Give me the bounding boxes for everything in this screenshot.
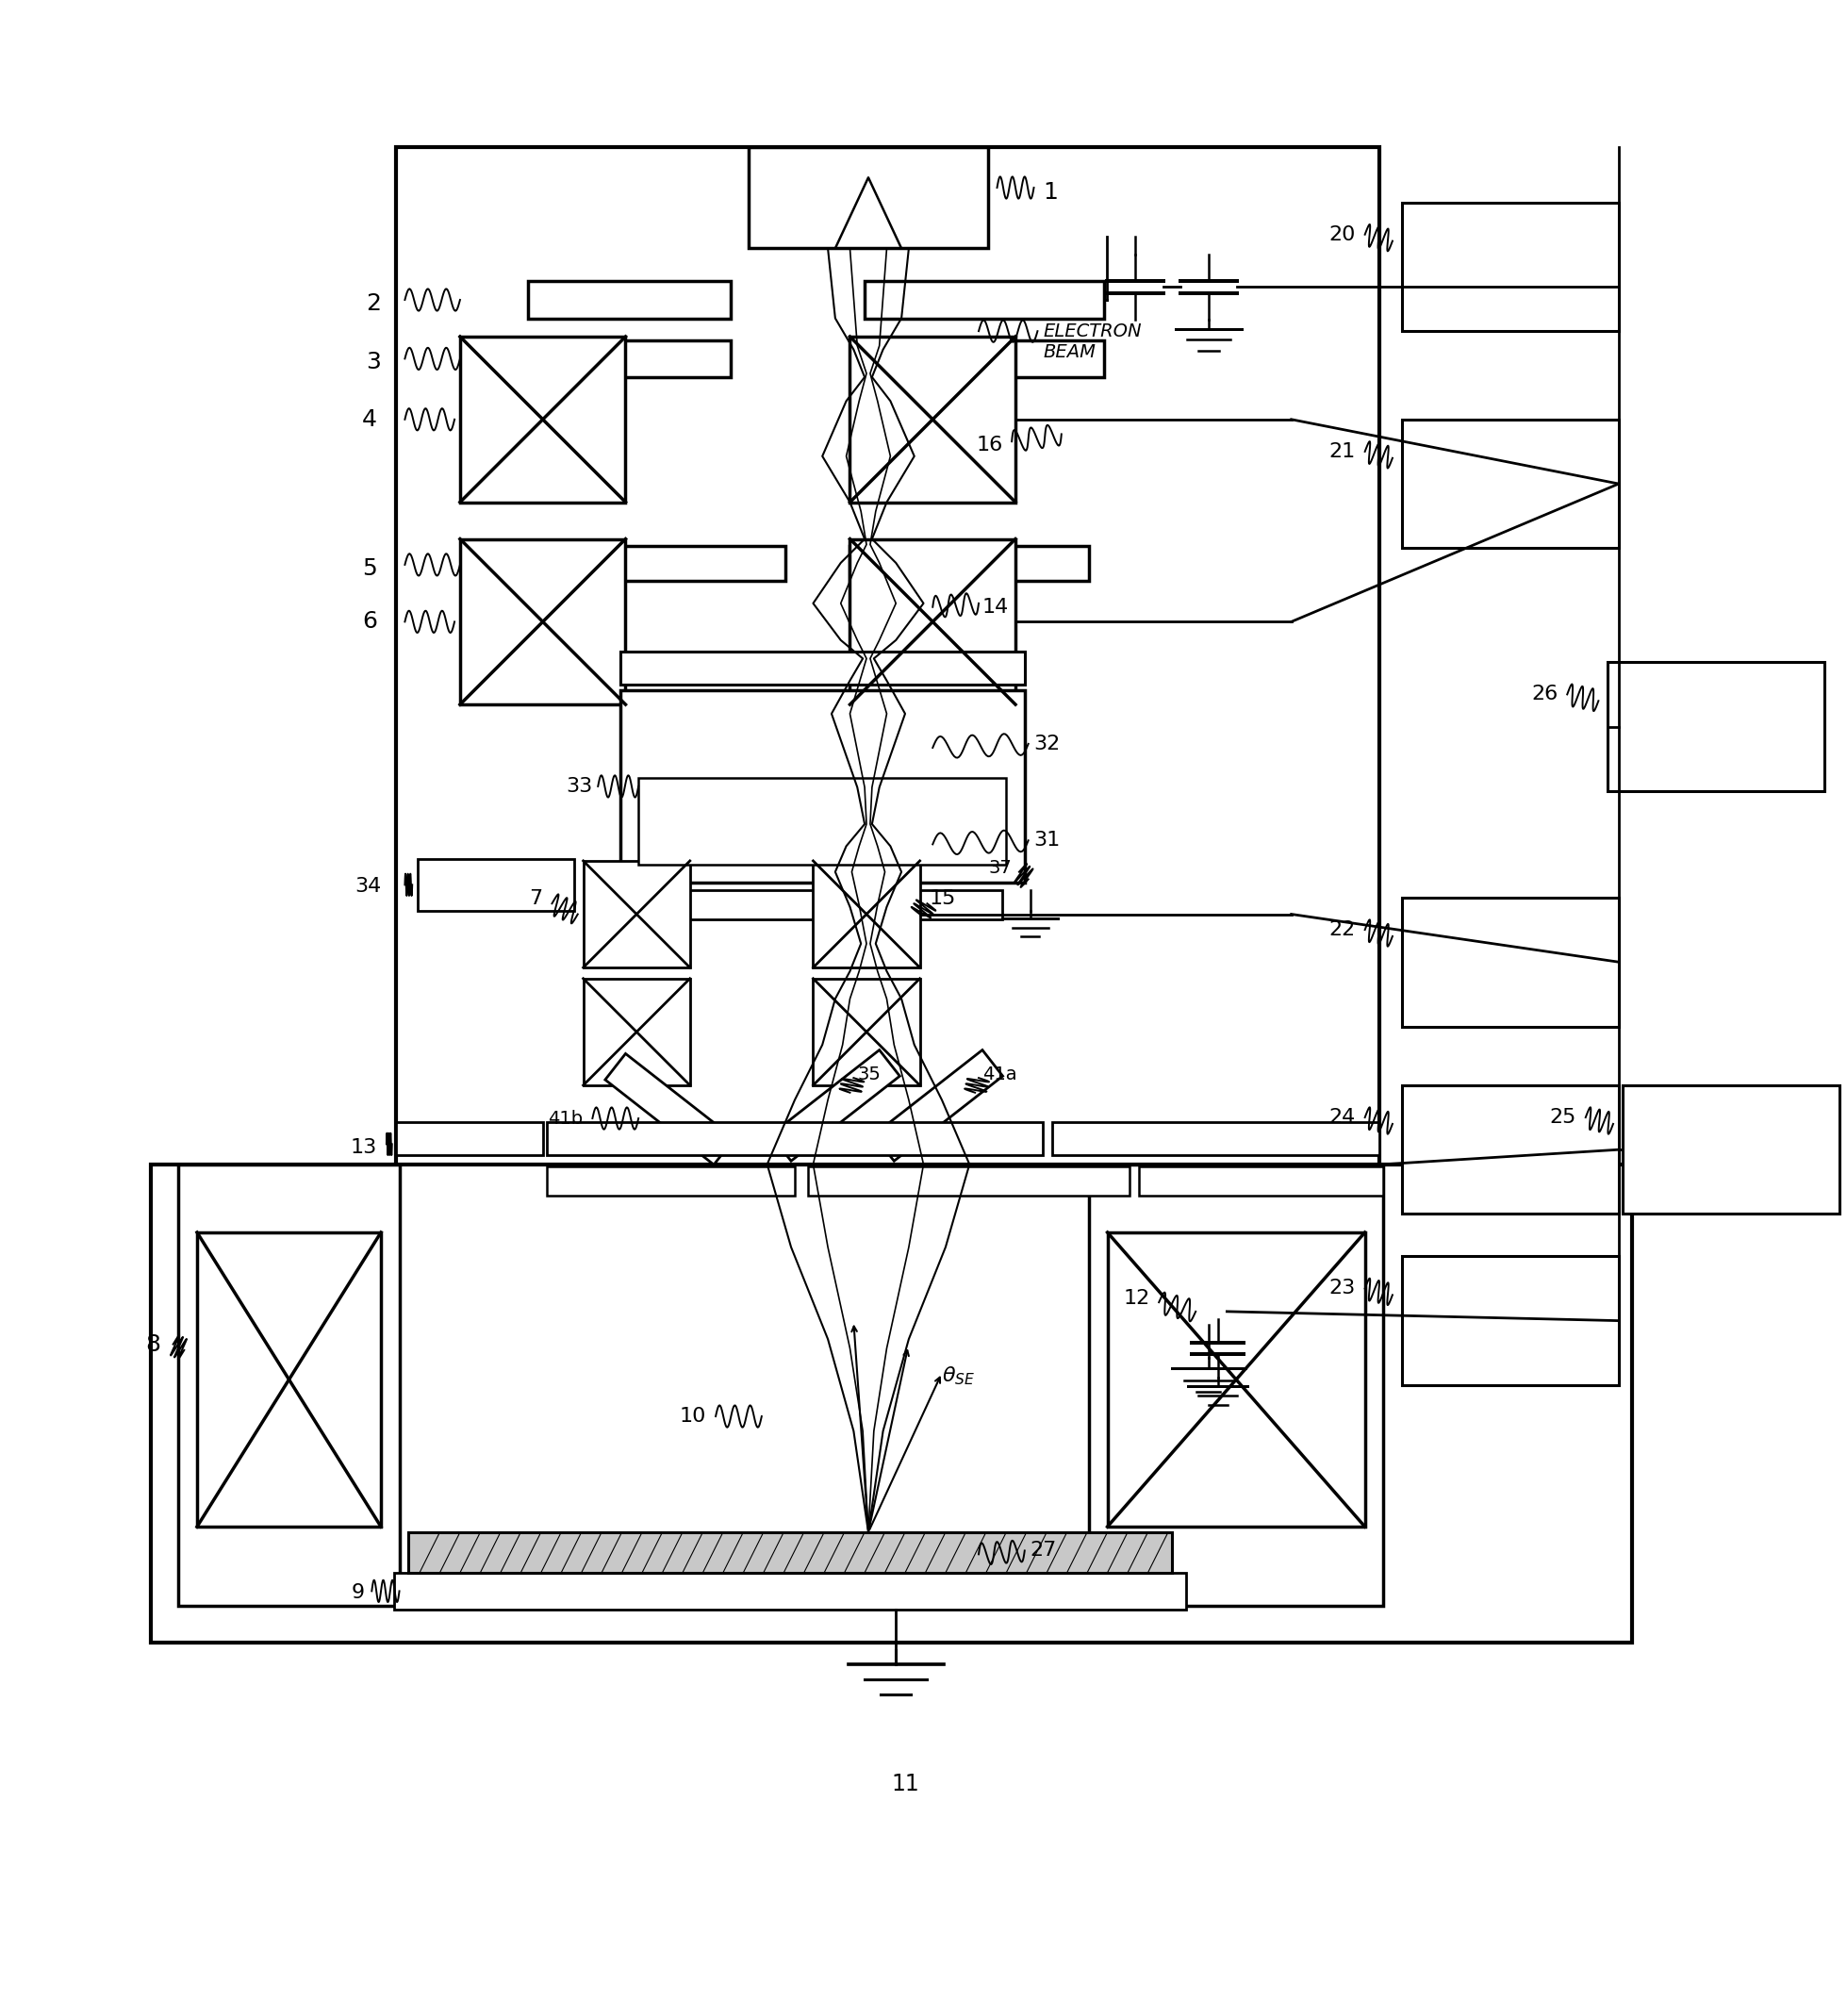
Text: 34: 34 (355, 877, 380, 895)
Bar (528, 341, 730, 377)
Bar (395, 1123, 543, 1155)
Text: 9: 9 (351, 1583, 364, 1603)
Bar (1622, 1085, 1840, 1214)
Bar (528, 282, 730, 319)
Text: 31: 31 (1034, 831, 1060, 851)
Bar (621, 651, 1025, 683)
Text: 15: 15 (929, 889, 955, 907)
Polygon shape (874, 1050, 1003, 1161)
Text: ELECTRON
BEAM: ELECTRON BEAM (1044, 323, 1141, 361)
Text: 23: 23 (1330, 1278, 1356, 1298)
Polygon shape (770, 1050, 899, 1161)
Text: 13: 13 (351, 1139, 377, 1157)
Text: 7: 7 (530, 889, 543, 907)
Text: 37: 37 (988, 859, 1012, 877)
Bar (1402, 202, 1618, 331)
Text: 22: 22 (1330, 921, 1356, 939)
Bar (584, 978, 691, 1085)
Text: 16: 16 (975, 435, 1003, 454)
Bar (813, 978, 920, 1085)
Bar (643, 891, 1003, 919)
Text: 41b: 41b (549, 1109, 584, 1127)
Bar (198, 1232, 380, 1526)
Polygon shape (606, 1054, 735, 1165)
Bar (1053, 1123, 1380, 1155)
Text: 8: 8 (146, 1333, 161, 1355)
Bar (850, 546, 1090, 581)
Text: 10: 10 (680, 1407, 707, 1425)
Text: 33: 33 (565, 776, 593, 796)
Bar (1607, 661, 1825, 790)
Bar (408, 1532, 1171, 1572)
Bar (850, 538, 1016, 704)
Bar (584, 861, 691, 968)
Bar (179, 1165, 399, 1607)
Text: 24: 24 (1330, 1109, 1356, 1127)
Text: 20: 20 (1330, 226, 1356, 244)
Bar (813, 861, 920, 968)
Text: 25: 25 (1550, 1109, 1575, 1127)
Bar (1402, 419, 1618, 548)
Bar (460, 337, 626, 502)
Text: 41a: 41a (983, 1064, 1018, 1083)
Text: 27: 27 (1031, 1540, 1056, 1560)
Text: $\theta_{SE}$: $\theta_{SE}$ (942, 1365, 975, 1387)
Text: 21: 21 (1330, 442, 1356, 462)
Bar (1402, 1256, 1618, 1385)
Text: 14: 14 (983, 597, 1008, 617)
Bar (393, 1572, 1186, 1609)
Text: 26: 26 (1531, 685, 1559, 704)
Bar (807, 1165, 1130, 1195)
Text: 6: 6 (362, 611, 377, 633)
Bar (639, 778, 1007, 865)
Bar (1140, 1165, 1383, 1195)
Bar (547, 1165, 794, 1195)
Bar (621, 689, 1025, 883)
Bar (864, 341, 1105, 377)
Bar (482, 546, 785, 581)
Bar (1402, 1085, 1618, 1214)
Text: 4: 4 (362, 407, 377, 431)
Text: 12: 12 (1123, 1288, 1149, 1308)
Text: 3: 3 (366, 351, 380, 373)
Text: 35: 35 (857, 1064, 881, 1083)
Text: 1: 1 (1044, 181, 1058, 204)
Bar (1108, 1232, 1365, 1526)
Bar (748, 147, 988, 248)
Text: 5: 5 (362, 556, 377, 581)
Bar (460, 538, 626, 704)
Bar (1402, 897, 1618, 1026)
Bar (1090, 1165, 1383, 1607)
Text: 32: 32 (1034, 734, 1060, 754)
Bar (864, 282, 1105, 319)
Bar (547, 1123, 1044, 1155)
Bar (395, 147, 1380, 1248)
Bar (151, 1165, 1631, 1643)
Bar (417, 859, 574, 911)
Text: 2: 2 (366, 292, 380, 314)
Bar (850, 337, 1016, 502)
Text: 11: 11 (890, 1772, 920, 1796)
